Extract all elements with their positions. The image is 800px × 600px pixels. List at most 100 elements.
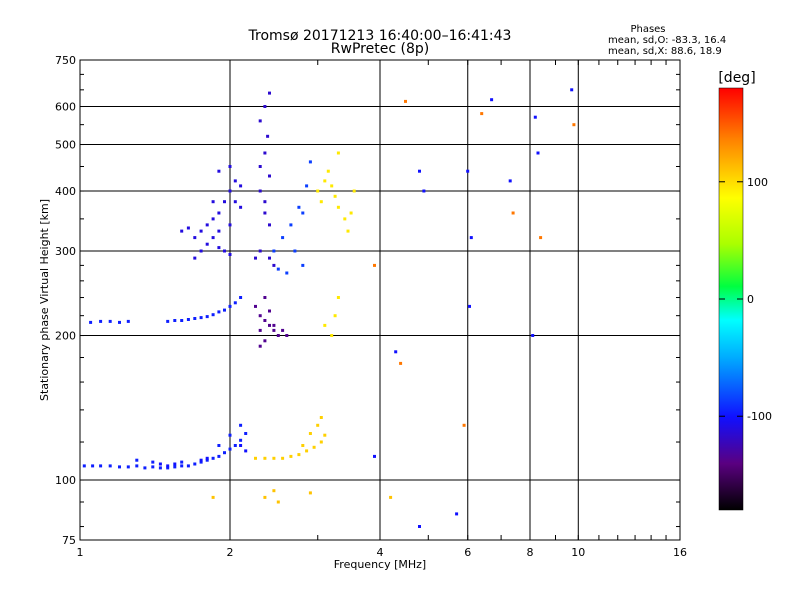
- data-point: [151, 465, 155, 469]
- data-point: [193, 256, 197, 260]
- data-point: [82, 464, 86, 468]
- data-point: [336, 296, 340, 299]
- x-tick-label: 8: [527, 546, 534, 559]
- data-point: [349, 211, 353, 215]
- data-point: [268, 256, 271, 260]
- data-point: [228, 223, 232, 227]
- data-point: [404, 99, 407, 103]
- data-point: [135, 458, 139, 462]
- data-point: [186, 464, 190, 468]
- data-point: [399, 361, 403, 365]
- data-point: [263, 339, 267, 343]
- data-point: [205, 456, 209, 460]
- data-point: [480, 112, 484, 116]
- data-point: [312, 445, 316, 449]
- data-point: [462, 423, 466, 427]
- data-point: [316, 189, 320, 193]
- data-point: [289, 454, 293, 458]
- data-point: [316, 423, 320, 427]
- data-point: [211, 456, 215, 460]
- data-point: [352, 189, 356, 193]
- data-point: [511, 211, 515, 215]
- data-point: [272, 456, 276, 460]
- data-point: [336, 151, 340, 155]
- data-point: [297, 205, 301, 209]
- data-point: [244, 432, 248, 435]
- data-point: [263, 319, 267, 322]
- data-point: [281, 328, 285, 332]
- data-point: [389, 495, 393, 499]
- data-point: [239, 438, 243, 442]
- data-point: [343, 217, 347, 221]
- data-point: [239, 205, 243, 209]
- grid-lines: [80, 60, 680, 540]
- data-point: [418, 169, 421, 173]
- data-point: [186, 318, 190, 321]
- data-point: [254, 256, 257, 260]
- data-point: [233, 200, 237, 204]
- data-point: [469, 236, 473, 240]
- data-point: [228, 447, 232, 451]
- x-tick-label: 1: [77, 546, 84, 559]
- data-point: [217, 211, 221, 215]
- y-tick-label: 200: [55, 330, 76, 343]
- data-point: [570, 88, 574, 92]
- data-point: [268, 223, 271, 227]
- data-point: [258, 249, 262, 253]
- data-point: [173, 465, 177, 469]
- data-point: [166, 464, 170, 468]
- data-point: [151, 460, 155, 464]
- data-point: [263, 105, 267, 108]
- data-point: [258, 328, 262, 332]
- data-point: [323, 323, 327, 327]
- data-point: [531, 334, 535, 337]
- data-point: [180, 464, 184, 468]
- data-point: [263, 296, 267, 299]
- data-point: [258, 189, 262, 193]
- data-point: [211, 495, 215, 499]
- data-point: [211, 217, 215, 221]
- data-point: [186, 226, 190, 230]
- data-point: [199, 316, 203, 320]
- data-point: [373, 263, 376, 267]
- x-tick-label: 16: [673, 546, 687, 559]
- data-point: [285, 271, 289, 275]
- x-tick-label: 2: [227, 546, 234, 559]
- data-point: [301, 263, 305, 267]
- data-point: [258, 314, 262, 318]
- data-point: [330, 334, 334, 337]
- data-point: [99, 319, 103, 323]
- data-point: [263, 456, 267, 460]
- data-point: [228, 165, 232, 168]
- data-point: [258, 344, 262, 348]
- data-point: [276, 500, 280, 504]
- data-point: [193, 317, 197, 320]
- y-axis-label: Stationary phase Virtual Height [km]: [38, 199, 51, 401]
- data-points: [82, 88, 576, 528]
- y-tick-label: 300: [55, 245, 76, 258]
- data-point: [268, 174, 271, 178]
- data-point: [233, 179, 237, 183]
- data-point: [118, 465, 121, 469]
- data-point: [422, 189, 426, 193]
- data-point: [268, 309, 271, 313]
- data-point: [394, 350, 398, 354]
- data-point: [223, 308, 226, 312]
- x-tick-label: 4: [377, 546, 384, 559]
- data-point: [272, 323, 276, 327]
- y-tick-label: 750: [55, 54, 76, 67]
- colorbar-tick-label: 0: [747, 293, 754, 306]
- data-point: [293, 249, 297, 253]
- colorbar-ticks: -100 0 100: [719, 176, 772, 423]
- data-point: [490, 98, 494, 102]
- data-point: [373, 454, 376, 458]
- data-point: [239, 444, 243, 447]
- data-point: [211, 313, 215, 317]
- data-point: [205, 315, 209, 319]
- data-point: [173, 319, 177, 322]
- data-point: [223, 451, 226, 455]
- data-point: [308, 432, 312, 435]
- data-point: [272, 263, 276, 267]
- data-point: [305, 184, 309, 188]
